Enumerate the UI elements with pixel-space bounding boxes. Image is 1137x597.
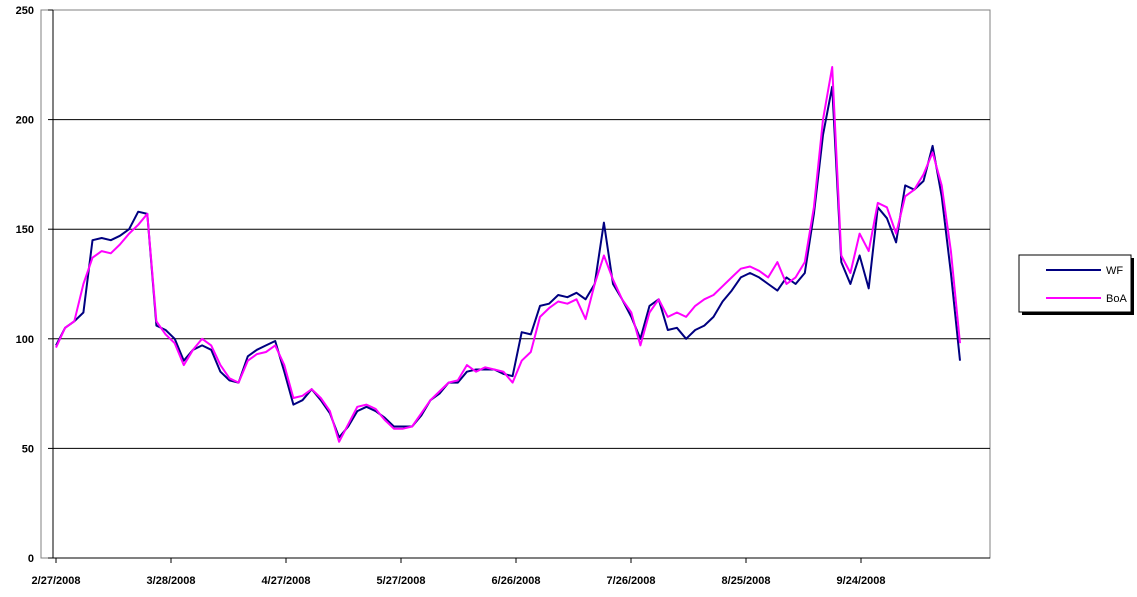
y-tick-label: 100 [16, 334, 34, 346]
x-tick-label: 3/28/2008 [147, 575, 196, 587]
x-tick-label: 5/27/2008 [377, 575, 426, 587]
y-tick-label: 250 [16, 5, 34, 17]
x-tick-label: 2/27/2008 [32, 575, 81, 587]
series-line-boa [55, 66, 961, 443]
legend-label-boa: BoA [1106, 293, 1127, 305]
series-lines [55, 66, 961, 443]
series-line-wf [55, 85, 961, 439]
y-tick-label: 50 [22, 443, 34, 455]
x-tick-label: 8/25/2008 [722, 575, 771, 587]
legend: WF BoA [1018, 254, 1134, 315]
x-tick-label: 7/26/2008 [607, 575, 656, 587]
x-tick-label: 4/27/2008 [262, 575, 311, 587]
legend-shadow-right [1131, 258, 1134, 315]
y-tick-label: 200 [16, 115, 34, 127]
x-tick-label: 9/24/2008 [837, 575, 886, 587]
x-tick-label: 6/26/2008 [492, 575, 541, 587]
axes: 0 50 100 150 200 250 2/27/2008 3/28/2008 4/27/20… [16, 5, 990, 587]
plot-area-border [40, 9, 991, 559]
y-tick-label: 150 [16, 224, 34, 236]
legend-label-wf: WF [1106, 265, 1123, 277]
y-tick-label: 0 [28, 553, 34, 565]
legend-shadow-bottom [1022, 312, 1134, 315]
